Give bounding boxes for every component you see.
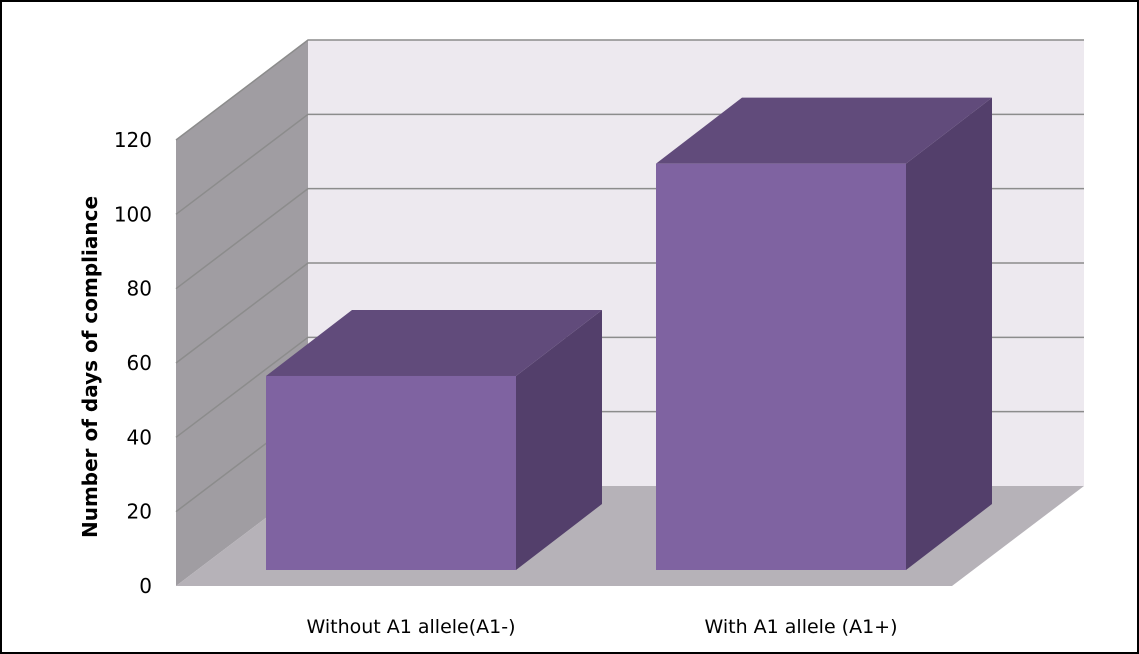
y-tick-labels: 0 20 40 60 80 100 120: [114, 128, 152, 598]
bar-top-face: [266, 309, 602, 376]
bar-top-face: [656, 97, 992, 164]
bar-side-face: [906, 97, 992, 571]
x-category-label: Without A1 allele(A1-): [306, 616, 515, 638]
bar-side-face: [516, 309, 602, 570]
y-tick-label: 80: [127, 277, 152, 301]
y-tick-label: 0: [139, 574, 152, 598]
y-tick-label: 40: [127, 425, 152, 449]
x-category-label: With A1 allele (A1+): [704, 616, 897, 638]
bar: [656, 97, 992, 571]
y-tick-label: 60: [127, 351, 152, 375]
gridline: [175, 39, 1084, 141]
bar: [266, 309, 602, 570]
y-axis-title: Number of days of compliance: [78, 196, 102, 538]
bars: [266, 97, 992, 571]
y-tick-label: 20: [127, 500, 152, 524]
y-tick-label: 100: [114, 202, 152, 226]
y-tick-label: 120: [114, 128, 152, 152]
bar-front-face: [656, 163, 906, 570]
x-category-labels: Without A1 allele(A1-) With A1 allele (A1…: [306, 616, 897, 638]
bar-front-face: [266, 375, 516, 570]
